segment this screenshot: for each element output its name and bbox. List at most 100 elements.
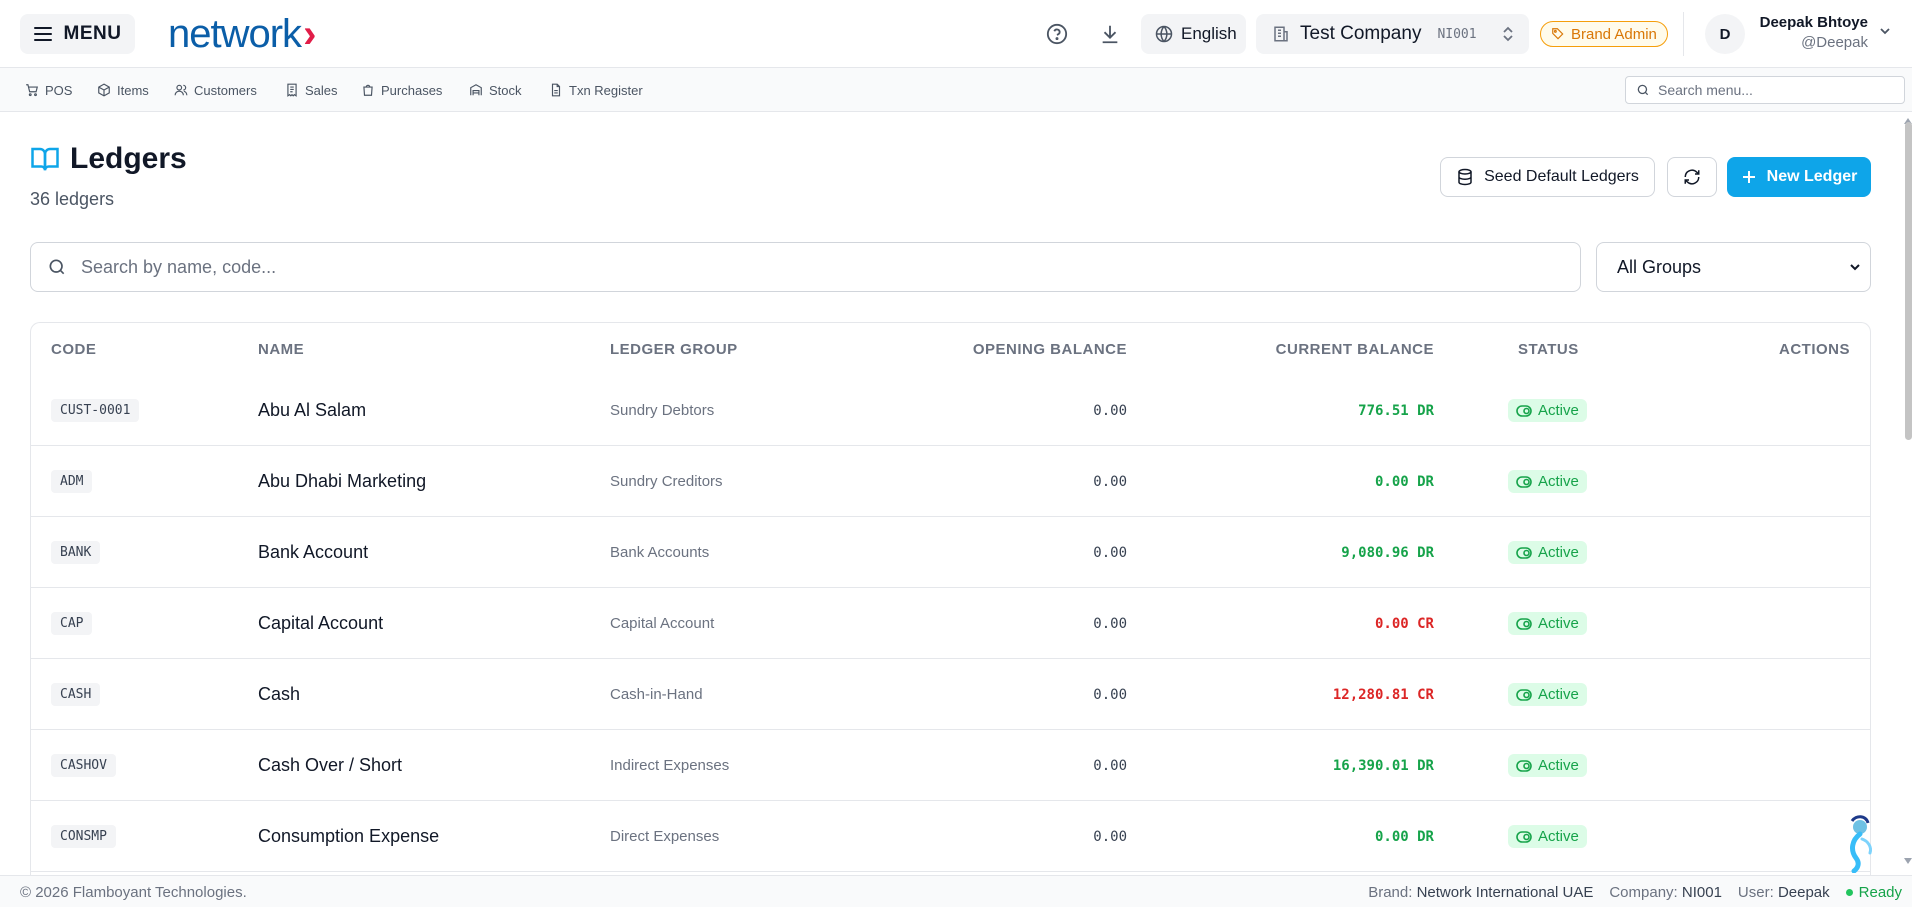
ledger-search-input[interactable] xyxy=(81,256,1541,278)
book-open-icon xyxy=(31,147,59,171)
menu-label: MENU xyxy=(63,23,122,44)
cell-group: Direct Expenses xyxy=(610,801,719,872)
seed-button-label: Seed Default Ledgers xyxy=(1484,168,1639,185)
ledger-code: CASH xyxy=(51,683,101,706)
nav-item-txn-register[interactable]: Txn Register xyxy=(549,68,643,112)
footer-brand-label: Brand: xyxy=(1368,884,1413,901)
column-header-opening-balance[interactable]: OPENING BALANCE xyxy=(972,341,1127,358)
ledger-name[interactable]: Cash Over / Short xyxy=(258,755,403,775)
warehouse-icon xyxy=(470,84,482,96)
ledger-name[interactable]: Capital Account xyxy=(258,613,384,633)
cell-code: CAP xyxy=(51,588,93,659)
status-label: Active xyxy=(1538,757,1579,774)
table-row[interactable]: CASHOV Cash Over / Short Indirect Expenses… xyxy=(31,730,1870,801)
ledger-group: Cash-in-Hand xyxy=(610,686,703,703)
tag-icon xyxy=(1552,28,1564,40)
new-ledger-button[interactable]: New Ledger xyxy=(1727,157,1871,197)
file-text-icon xyxy=(551,83,561,97)
opening-balance: 0.00 xyxy=(1093,686,1127,703)
cell-current-balance: 12,280.81 CR xyxy=(1333,659,1434,730)
nav-item-purchases[interactable]: Purchases xyxy=(361,68,442,112)
company-switcher[interactable]: Test Company NI001 xyxy=(1256,14,1529,54)
help-icon[interactable] xyxy=(1037,14,1077,54)
current-balance: 0.00 CR xyxy=(1374,615,1434,632)
ledger-name[interactable]: Abu Al Salam xyxy=(258,400,367,420)
cell-code: CUST-0001 xyxy=(51,375,140,446)
cell-group: Capital Account xyxy=(610,588,714,659)
nav-item-items[interactable]: Items xyxy=(97,68,149,112)
toggle-icon xyxy=(1516,546,1532,559)
cell-status: Active xyxy=(1508,730,1587,801)
package-icon xyxy=(98,83,110,97)
table-header: CODE NAME LEDGER GROUP OPENING BALANCE C… xyxy=(31,323,1870,375)
ledger-name[interactable]: Consumption Expense xyxy=(258,826,440,846)
cell-code: CASHOV xyxy=(51,730,116,801)
language-selector[interactable]: English xyxy=(1141,14,1246,54)
quick-nav: POS Items Customers Sales Purchases Stoc… xyxy=(0,68,1912,112)
refresh-icon xyxy=(1684,169,1700,185)
menu-search-input[interactable] xyxy=(1658,82,1888,98)
ledger-group: Direct Expenses xyxy=(610,828,720,845)
ledger-name[interactable]: Cash xyxy=(258,684,301,704)
footer-company: Company: NI001 xyxy=(1609,884,1722,901)
column-header-ledger-group[interactable]: LEDGER GROUP xyxy=(610,341,738,358)
table-row[interactable]: CASH Cash Cash-in-Hand 0.00 12,280.81 CR Acti… xyxy=(31,659,1870,730)
status-badge: Active xyxy=(1508,470,1587,493)
table-row[interactable]: CAP Capital Account Capital Account 0.00 0.0… xyxy=(31,588,1870,659)
column-header-name[interactable]: NAME xyxy=(258,341,305,358)
user-name[interactable]: Deepak Bhtoye xyxy=(1759,14,1868,31)
cell-name: Abu Al Salam xyxy=(258,375,366,446)
ledger-code: CAP xyxy=(51,612,93,635)
download-icon[interactable] xyxy=(1090,14,1130,54)
table-row[interactable]: CONSMP Consumption Expense Direct Expenses… xyxy=(31,801,1870,872)
ledger-name[interactable]: Bank Account xyxy=(258,542,369,562)
status-footer: © 2026 Flamboyant Technologies. Brand: N… xyxy=(0,875,1912,907)
status-badge: Active xyxy=(1508,825,1587,848)
ledger-name[interactable]: Abu Dhabi Marketing xyxy=(258,471,427,491)
seed-default-ledgers-button[interactable]: Seed Default Ledgers xyxy=(1440,157,1655,197)
column-header-current-balance[interactable]: CURRENT BALANCE xyxy=(1275,341,1434,358)
table-row[interactable]: CUST-0001 Abu Al Salam Sundry Debtors 0.00 7… xyxy=(31,375,1870,446)
avatar[interactable]: D xyxy=(1705,14,1745,54)
ledger-group: Bank Accounts xyxy=(610,544,710,561)
company-name: Test Company xyxy=(1300,23,1422,44)
status-label: Ready xyxy=(1858,884,1902,901)
group-filter-select[interactable]: All Groups xyxy=(1596,242,1871,292)
opening-balance: 0.00 xyxy=(1093,757,1127,774)
chevron-down-icon[interactable] xyxy=(1878,24,1892,38)
scroll-down-icon[interactable] xyxy=(1904,858,1912,864)
group-filter-value: All Groups xyxy=(1617,256,1702,277)
cell-current-balance: 16,390.01 DR xyxy=(1333,730,1434,801)
brand-logo[interactable]: network › xyxy=(168,10,316,58)
nav-item-stock[interactable]: Stock xyxy=(469,68,522,112)
column-header-code[interactable]: CODE xyxy=(51,341,97,358)
status-badge: Active xyxy=(1508,612,1587,635)
chevron-down-icon xyxy=(1850,264,1860,271)
column-header-status[interactable]: STATUS xyxy=(1518,341,1579,358)
ledger-code: CASHOV xyxy=(51,754,116,777)
menu-search[interactable] xyxy=(1625,76,1905,104)
cell-code: BANK xyxy=(51,517,101,588)
shopping-bag-icon xyxy=(363,84,373,96)
ledger-search[interactable] xyxy=(30,242,1581,292)
cell-group: Sundry Debtors xyxy=(610,375,714,446)
nav-item-pos[interactable]: POS xyxy=(25,68,72,112)
ledger-group: Capital Account xyxy=(610,615,715,632)
cell-current-balance: 776.51 DR xyxy=(1358,375,1434,446)
table-row[interactable]: ADM Abu Dhabi Marketing Sundry Creditors 0.… xyxy=(31,446,1870,517)
logo-text: network xyxy=(168,11,302,56)
menu-button[interactable]: MENU xyxy=(20,14,135,54)
cell-group: Bank Accounts xyxy=(610,517,709,588)
status-badge: Active xyxy=(1508,683,1587,706)
opening-balance: 0.00 xyxy=(1093,615,1127,632)
nav-label: Customers xyxy=(194,82,257,98)
refresh-button[interactable] xyxy=(1667,157,1717,197)
scrollbar-thumb[interactable] xyxy=(1905,122,1912,440)
toggle-icon xyxy=(1516,475,1532,488)
ledger-count: 36 ledgers xyxy=(30,189,115,209)
nav-item-customers[interactable]: Customers xyxy=(174,68,257,112)
assistant-mascot-icon[interactable] xyxy=(1838,815,1878,873)
table-row[interactable]: BANK Bank Account Bank Accounts 0.00 9,080.9… xyxy=(31,517,1870,588)
footer-meta: Brand: Network International UAE Company… xyxy=(1368,884,1902,901)
nav-item-sales[interactable]: Sales xyxy=(285,68,338,112)
